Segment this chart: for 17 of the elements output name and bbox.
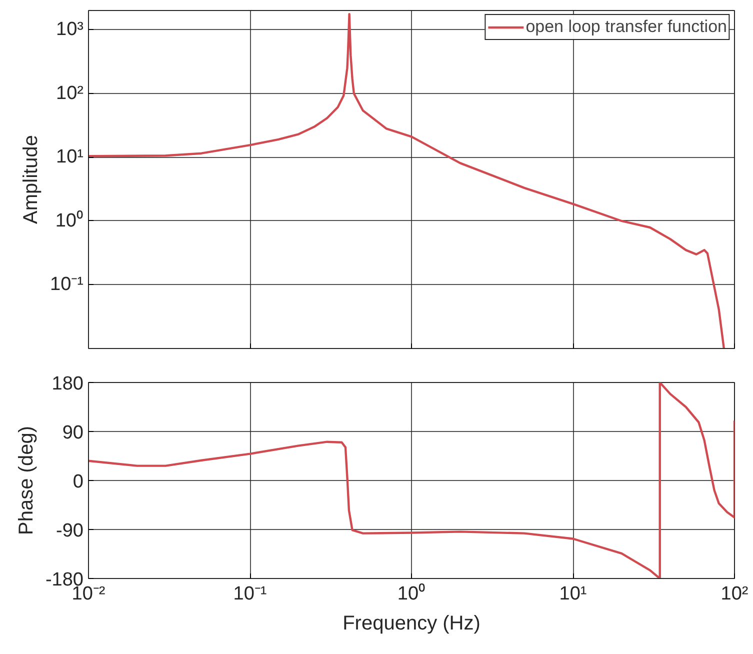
y-tick-label: 10⁰: [55, 209, 84, 232]
x-axis-title: Frequency (Hz): [342, 612, 480, 634]
y-axis-title: Phase (deg): [15, 426, 38, 535]
y-tick-label: 10¹: [56, 146, 84, 168]
y-tick-label: 10⁻¹: [50, 274, 84, 296]
y-tick-label: 90: [62, 422, 84, 444]
legend-label: open loop transfer function: [526, 17, 727, 37]
x-tick-label: 10²: [720, 584, 748, 604]
y-tick-label: 10³: [56, 19, 84, 40]
x-tick-label: 10⁰: [397, 582, 426, 604]
y-tick-label: 10²: [56, 82, 84, 104]
x-tick-label: 10¹: [559, 584, 587, 604]
y-tick-label: 0: [72, 472, 84, 492]
y-tick-label: 180: [52, 374, 84, 394]
y-tick-label: -90: [56, 520, 84, 542]
y-axis-title: Amplitude: [20, 135, 42, 224]
x-tick-label: 10⁻¹: [233, 584, 267, 604]
